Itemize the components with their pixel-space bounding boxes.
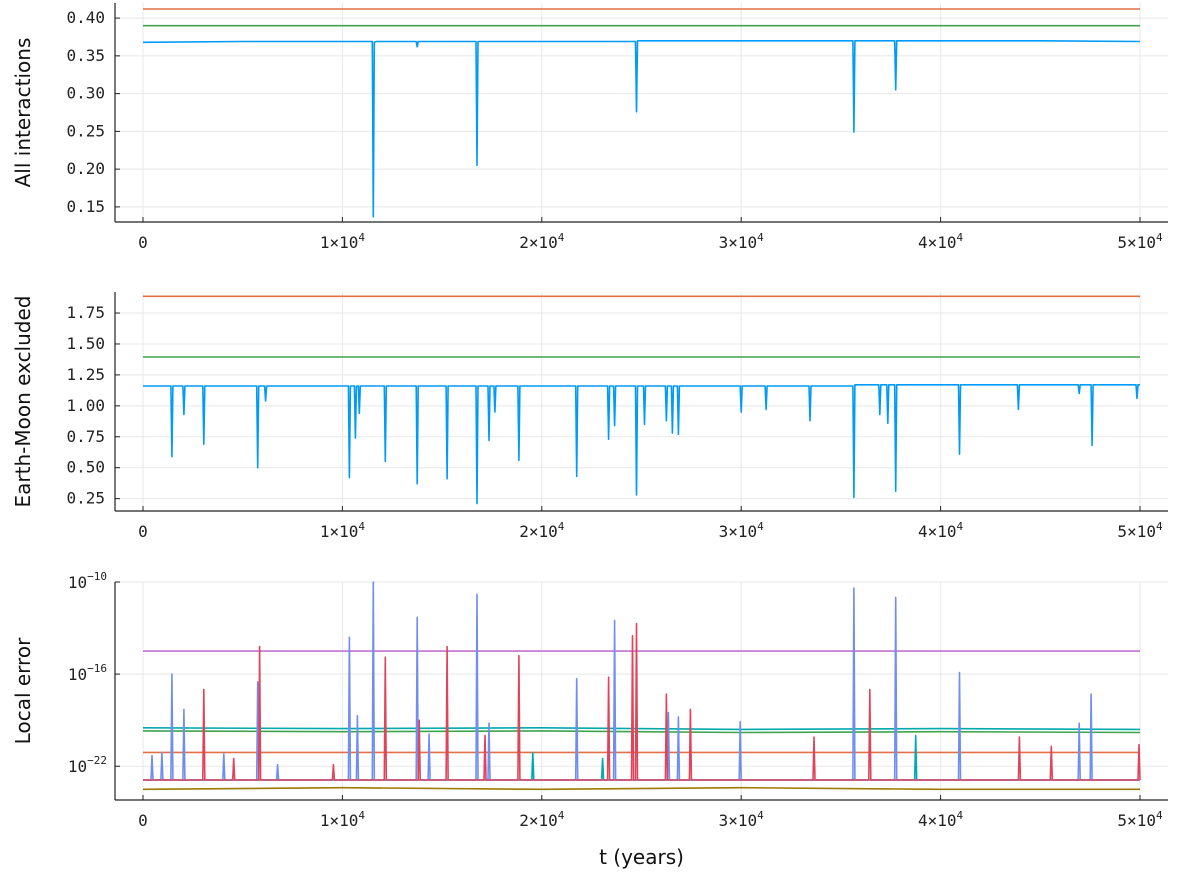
series-line-7 bbox=[143, 622, 1141, 781]
y-tick-label: 0.50 bbox=[66, 458, 105, 477]
series-line-3 bbox=[142, 730, 1141, 734]
y-tick-label: 0.35 bbox=[66, 46, 105, 65]
panel-all-interactions: 0 1×104 2×104 3×104 4×104 5×104 0.15 0.20 0.25 0.… bbox=[11, 3, 1168, 252]
x-tick-label: 1×104 bbox=[320, 231, 366, 252]
y-tick-label: 0.25 bbox=[66, 489, 105, 508]
series-line-2 bbox=[142, 39, 1141, 218]
x-tick-label: 2×104 bbox=[519, 809, 565, 830]
x-tick-label: 5×104 bbox=[1117, 809, 1163, 830]
x-tick-label: 4×104 bbox=[918, 520, 964, 541]
y-axis-label: Local error bbox=[11, 637, 35, 744]
y-axis-label: All interactions bbox=[11, 38, 35, 188]
x-tick-label: 5×104 bbox=[1117, 520, 1163, 541]
series-line-4 bbox=[142, 786, 1140, 791]
y-tick-label: 0.30 bbox=[66, 84, 105, 103]
x-tick-label: 4×104 bbox=[918, 231, 964, 252]
x-tick-label: 1×104 bbox=[320, 520, 366, 541]
x-tick-label: 2×104 bbox=[519, 231, 565, 252]
y-tick-label: 10−10 bbox=[68, 570, 107, 592]
y-tick-label: 1.25 bbox=[66, 365, 105, 384]
y-axis-label: Earth-Moon excluded bbox=[11, 296, 35, 508]
series-line-5 bbox=[143, 734, 1140, 781]
y-tick-label: 0.15 bbox=[66, 197, 105, 216]
x-tick-label: 0 bbox=[138, 522, 148, 541]
panel-local-error: 0 1×104 2×104 3×104 4×104 5×104 10−22 10−16 10−1… bbox=[11, 570, 1168, 869]
series-line-2 bbox=[143, 383, 1140, 505]
x-tick-label: 3×104 bbox=[719, 520, 765, 541]
y-tick-label: 1.00 bbox=[66, 396, 105, 415]
panel-earth-moon-excluded: 0 1×104 2×104 3×104 4×104 5×104 0.25 0.50 0.75 1.… bbox=[11, 292, 1168, 541]
x-tick-label: 0 bbox=[138, 233, 148, 252]
y-tick-label: 10−22 bbox=[68, 754, 107, 776]
x-tick-label: 4×104 bbox=[918, 809, 964, 830]
y-tick-label: 0.40 bbox=[66, 8, 105, 27]
x-tick-label: 2×104 bbox=[519, 520, 565, 541]
series-line-2 bbox=[142, 726, 1141, 731]
x-tick-label: 1×104 bbox=[320, 809, 366, 830]
y-tick-label: 0.75 bbox=[66, 427, 105, 446]
y-tick-label: 10−16 bbox=[68, 662, 107, 684]
y-tick-label: 0.25 bbox=[66, 121, 105, 140]
x-tick-label: 3×104 bbox=[719, 231, 765, 252]
x-tick-label: 0 bbox=[138, 811, 148, 830]
y-tick-label: 0.20 bbox=[66, 159, 105, 178]
x-axis-label: t (years) bbox=[599, 845, 684, 869]
x-tick-label: 3×104 bbox=[719, 809, 765, 830]
x-tick-label: 5×104 bbox=[1117, 231, 1163, 252]
y-tick-label: 1.50 bbox=[66, 334, 105, 353]
y-tick-label: 1.75 bbox=[66, 303, 105, 322]
series-line-6 bbox=[143, 581, 1140, 781]
